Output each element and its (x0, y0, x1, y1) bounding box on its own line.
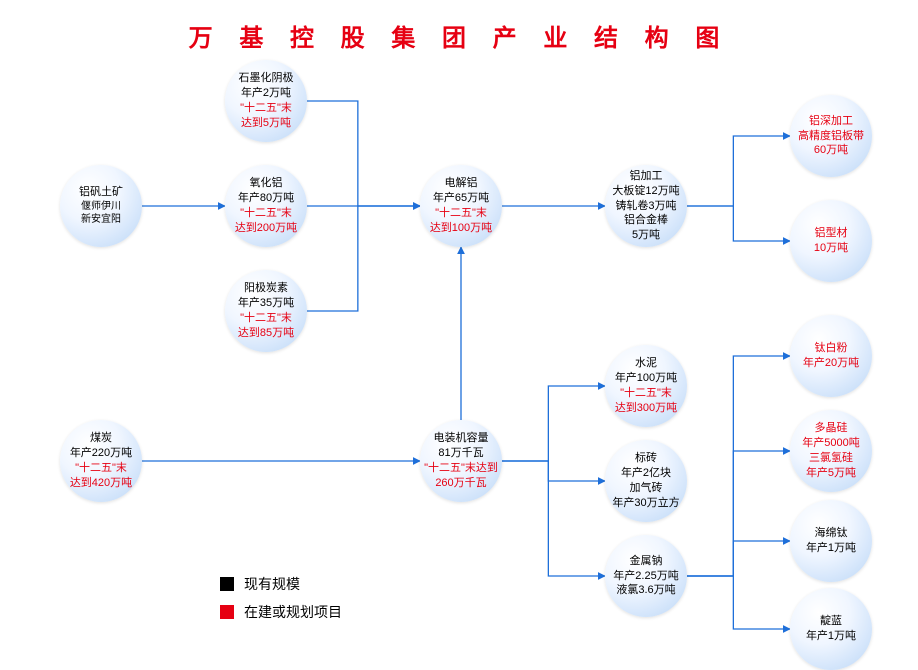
node-line: 年产2.25万吨 (613, 569, 678, 584)
node-al_proc: 铝加工大板锭12万吨铸轧卷3万吨铝合金棒5万吨 (605, 165, 687, 247)
legend-row-current: 现有规模 (220, 570, 342, 598)
node-line: "十二五"末 (240, 311, 292, 326)
node-line: 达到200万吨 (235, 221, 297, 236)
node-line: 年产65万吨 (433, 191, 489, 206)
legend-label-planned: 在建或规划项目 (244, 598, 342, 626)
edge-power-cement (502, 386, 605, 461)
edges-layer (0, 0, 918, 654)
node-line: 5万吨 (632, 228, 660, 243)
node-ti_sponge: 海绵钛年产1万吨 (790, 500, 872, 582)
node-line: "十二五"末 (240, 206, 292, 221)
node-line: 年产35万吨 (238, 296, 294, 311)
node-brick: 标砖年产2亿块加气砖年产30万立方 (605, 440, 687, 522)
node-line: 年产2万吨 (241, 86, 291, 101)
node-indigo: 靛蓝年产1万吨 (790, 588, 872, 670)
node-line: 氧化铝 (250, 176, 283, 191)
edge-power-sodium (502, 461, 605, 576)
node-line: 液氯3.6万吨 (616, 583, 675, 598)
node-line: 年产1万吨 (806, 541, 856, 556)
node-line: 铝加工 (630, 169, 663, 184)
node-line: 年产100万吨 (615, 371, 677, 386)
edge-anode-al_elec (307, 206, 420, 311)
node-line: 水泥 (635, 356, 657, 371)
node-line: 年产20万吨 (803, 356, 859, 371)
node-line: 加气砖 (630, 481, 663, 496)
legend-row-planned: 在建或规划项目 (220, 598, 342, 626)
node-bauxite: 铝矾土矿偃师伊川新安宜阳 (60, 165, 142, 247)
node-line: 达到300万吨 (615, 401, 677, 416)
node-line: 偃师伊川 (81, 200, 121, 214)
node-line: 大板锭12万吨 (612, 184, 679, 199)
node-al_prof: 铝型材10万吨 (790, 200, 872, 282)
node-line: 电装机容量 (434, 431, 489, 446)
node-line: 铝合金棒 (624, 213, 668, 228)
node-line: 电解铝 (445, 176, 478, 191)
edge-al_proc-al_deep (687, 136, 790, 206)
edge-cathode-al_elec (307, 101, 420, 206)
edge-power-brick (502, 461, 605, 481)
node-line: 81万千瓦 (438, 446, 483, 461)
node-cement: 水泥年产100万吨"十二五"末达到300万吨 (605, 345, 687, 427)
node-line: 铝型材 (815, 226, 848, 241)
legend-swatch-current (220, 577, 234, 591)
edge-sodium-polysi (687, 451, 790, 576)
edge-sodium-indigo (687, 576, 790, 629)
node-alumina: 氧化铝年产80万吨"十二五"末达到200万吨 (225, 165, 307, 247)
node-line: 标砖 (635, 451, 657, 466)
legend-label-current: 现有规模 (244, 570, 300, 598)
node-line: "十二五"末 (240, 101, 292, 116)
node-line: "十二五"末 (620, 386, 672, 401)
node-line: 10万吨 (814, 241, 848, 256)
node-line: 阳极炭素 (244, 281, 288, 296)
node-line: 石墨化阴极 (239, 71, 294, 86)
node-al_deep: 铝深加工高精度铝板带60万吨 (790, 95, 872, 177)
node-line: 年产1万吨 (806, 629, 856, 644)
node-tio2: 钛白粉年产20万吨 (790, 315, 872, 397)
node-anode: 阳极炭素年产35万吨"十二五"末达到85万吨 (225, 270, 307, 352)
node-al_elec: 电解铝年产65万吨"十二五"末达到100万吨 (420, 165, 502, 247)
edge-sodium-ti_sponge (687, 541, 790, 576)
node-line: 260万千瓦 (435, 476, 486, 491)
node-line: 海绵钛 (815, 526, 848, 541)
node-polysi: 多晶硅年产5000吨三氯氢硅年产5万吨 (790, 410, 872, 492)
node-line: "十二五"末 (435, 206, 487, 221)
node-line: 钛白粉 (815, 341, 848, 356)
node-sodium: 金属钠年产2.25万吨液氯3.6万吨 (605, 535, 687, 617)
node-line: 铝矾土矿 (79, 185, 123, 200)
edge-sodium-tio2 (687, 356, 790, 576)
node-line: 年产5万吨 (806, 466, 856, 481)
node-line: 年产5000吨 (802, 436, 859, 451)
node-line: 年产2亿块 (621, 466, 671, 481)
legend-swatch-planned (220, 605, 234, 619)
node-cathode: 石墨化阴极年产2万吨"十二五"末达到5万吨 (225, 60, 307, 142)
node-line: "十二五"末达到 (424, 461, 498, 476)
node-line: 煤炭 (90, 431, 112, 446)
node-line: 年产80万吨 (238, 191, 294, 206)
node-line: 靛蓝 (820, 614, 842, 629)
node-line: 达到85万吨 (238, 326, 294, 341)
legend: 现有规模 在建或规划项目 (220, 570, 342, 626)
node-line: 达到5万吨 (241, 116, 291, 131)
edge-al_proc-al_prof (687, 206, 790, 241)
node-line: 年产30万立方 (612, 496, 679, 511)
node-line: 多晶硅 (815, 421, 848, 436)
node-line: 铝深加工 (809, 114, 853, 129)
page-title: 万 基 控 股 集 团 产 业 结 构 图 (0, 18, 918, 53)
node-line: 金属钠 (630, 554, 663, 569)
node-line: 年产220万吨 (70, 446, 132, 461)
node-line: 高精度铝板带 (798, 129, 864, 144)
node-line: 60万吨 (814, 143, 848, 158)
node-line: 铸轧卷3万吨 (615, 199, 676, 214)
node-coal: 煤炭年产220万吨"十二五"末达到420万吨 (60, 420, 142, 502)
node-line: 新安宜阳 (81, 213, 121, 227)
node-line: "十二五"末 (75, 461, 127, 476)
node-power: 电装机容量81万千瓦"十二五"末达到260万千瓦 (420, 420, 502, 502)
node-line: 达到420万吨 (70, 476, 132, 491)
node-line: 三氯氢硅 (809, 451, 853, 466)
node-line: 达到100万吨 (430, 221, 492, 236)
